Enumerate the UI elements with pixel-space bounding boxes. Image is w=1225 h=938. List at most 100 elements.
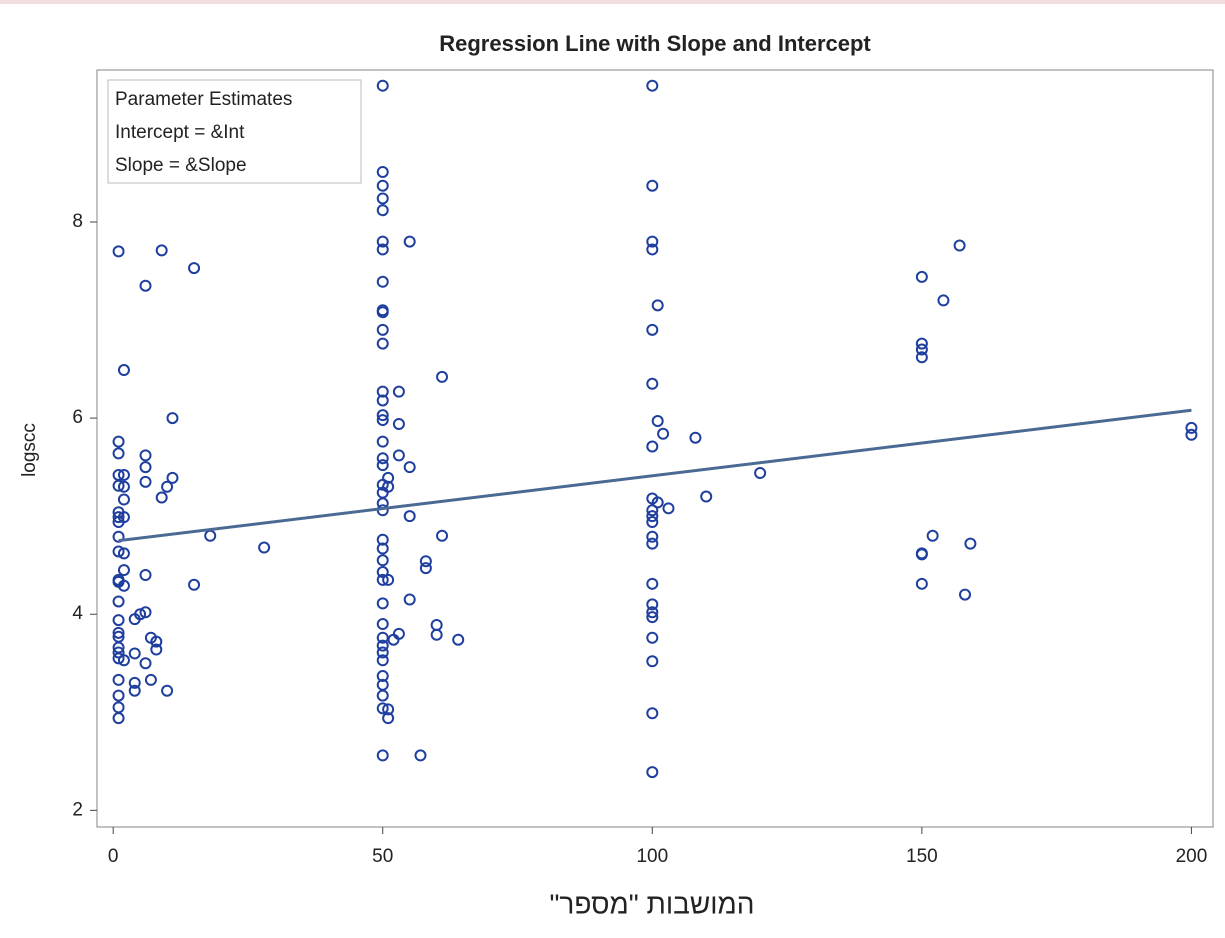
point	[376, 414, 389, 427]
point	[128, 647, 141, 660]
point	[376, 459, 389, 472]
point	[646, 179, 659, 192]
point	[392, 627, 405, 640]
point	[646, 243, 659, 256]
point	[403, 593, 416, 606]
point	[112, 435, 125, 448]
point	[139, 279, 152, 292]
point	[376, 702, 389, 715]
point	[155, 244, 168, 257]
legend-text: Parameter Estimates	[115, 89, 292, 110]
y-tick-label: 8	[72, 211, 83, 232]
point	[436, 370, 449, 383]
point	[376, 669, 389, 682]
point	[959, 588, 971, 601]
x-axis-label: המושבות "מספר"	[549, 888, 754, 919]
legend-text: Intercept = &Int	[115, 122, 245, 143]
point	[646, 598, 659, 611]
point	[376, 409, 389, 422]
point	[646, 655, 659, 668]
point	[392, 417, 405, 430]
point	[419, 562, 432, 575]
point	[376, 192, 389, 205]
point	[382, 703, 395, 716]
point	[376, 323, 389, 336]
point	[139, 475, 152, 488]
point	[117, 511, 130, 524]
point	[452, 633, 465, 646]
point	[646, 530, 659, 543]
point	[139, 449, 152, 462]
point	[376, 452, 389, 465]
point	[403, 461, 416, 474]
point	[188, 262, 201, 275]
point	[112, 646, 125, 659]
point	[150, 635, 163, 648]
point	[139, 657, 152, 670]
point	[117, 480, 130, 493]
point	[112, 701, 125, 714]
point	[150, 643, 163, 656]
point	[144, 673, 157, 686]
point	[646, 537, 659, 550]
point	[112, 673, 125, 686]
point	[754, 467, 767, 480]
point	[376, 631, 389, 644]
point	[915, 337, 928, 350]
point	[139, 606, 152, 619]
point	[117, 654, 130, 667]
point	[1185, 428, 1198, 441]
point	[166, 471, 179, 484]
point	[419, 555, 432, 568]
point	[117, 564, 130, 577]
x-tick-label: 50	[372, 846, 393, 867]
point	[112, 511, 125, 524]
point	[117, 579, 130, 592]
point	[112, 614, 125, 627]
point	[689, 431, 702, 444]
point	[376, 165, 389, 178]
point	[1185, 421, 1198, 434]
point	[700, 490, 713, 503]
point	[376, 275, 389, 288]
point	[204, 529, 217, 542]
point	[376, 654, 389, 667]
point	[646, 377, 659, 390]
y-tick-label: 2	[72, 799, 83, 820]
point	[646, 606, 659, 619]
point	[937, 294, 950, 307]
point	[414, 749, 427, 762]
point	[403, 510, 416, 523]
point	[646, 510, 659, 523]
point	[128, 684, 141, 697]
point	[117, 547, 130, 560]
point	[117, 493, 130, 506]
top-strip	[0, 0, 1225, 4]
point	[376, 533, 389, 546]
point	[392, 385, 405, 398]
point	[117, 364, 130, 377]
point	[953, 239, 966, 252]
point	[430, 628, 443, 641]
y-tick-label: 6	[72, 407, 83, 428]
point	[128, 676, 141, 689]
point	[376, 618, 389, 631]
x-tick-label: 100	[636, 846, 668, 867]
point	[915, 577, 928, 590]
point	[646, 440, 659, 453]
x-tick-label: 150	[906, 846, 938, 867]
point	[112, 626, 125, 639]
point	[112, 447, 125, 460]
point	[403, 235, 416, 248]
regression-line	[118, 408, 1192, 543]
chart-title: Regression Line with Slope and Intercept	[439, 31, 871, 56]
point	[915, 343, 928, 356]
point	[915, 270, 928, 283]
point	[646, 611, 659, 624]
point	[646, 766, 659, 779]
point	[376, 79, 389, 92]
legend-text: Slope = &Slope	[115, 155, 247, 176]
point	[382, 573, 395, 586]
point	[376, 597, 389, 610]
point	[112, 595, 125, 608]
